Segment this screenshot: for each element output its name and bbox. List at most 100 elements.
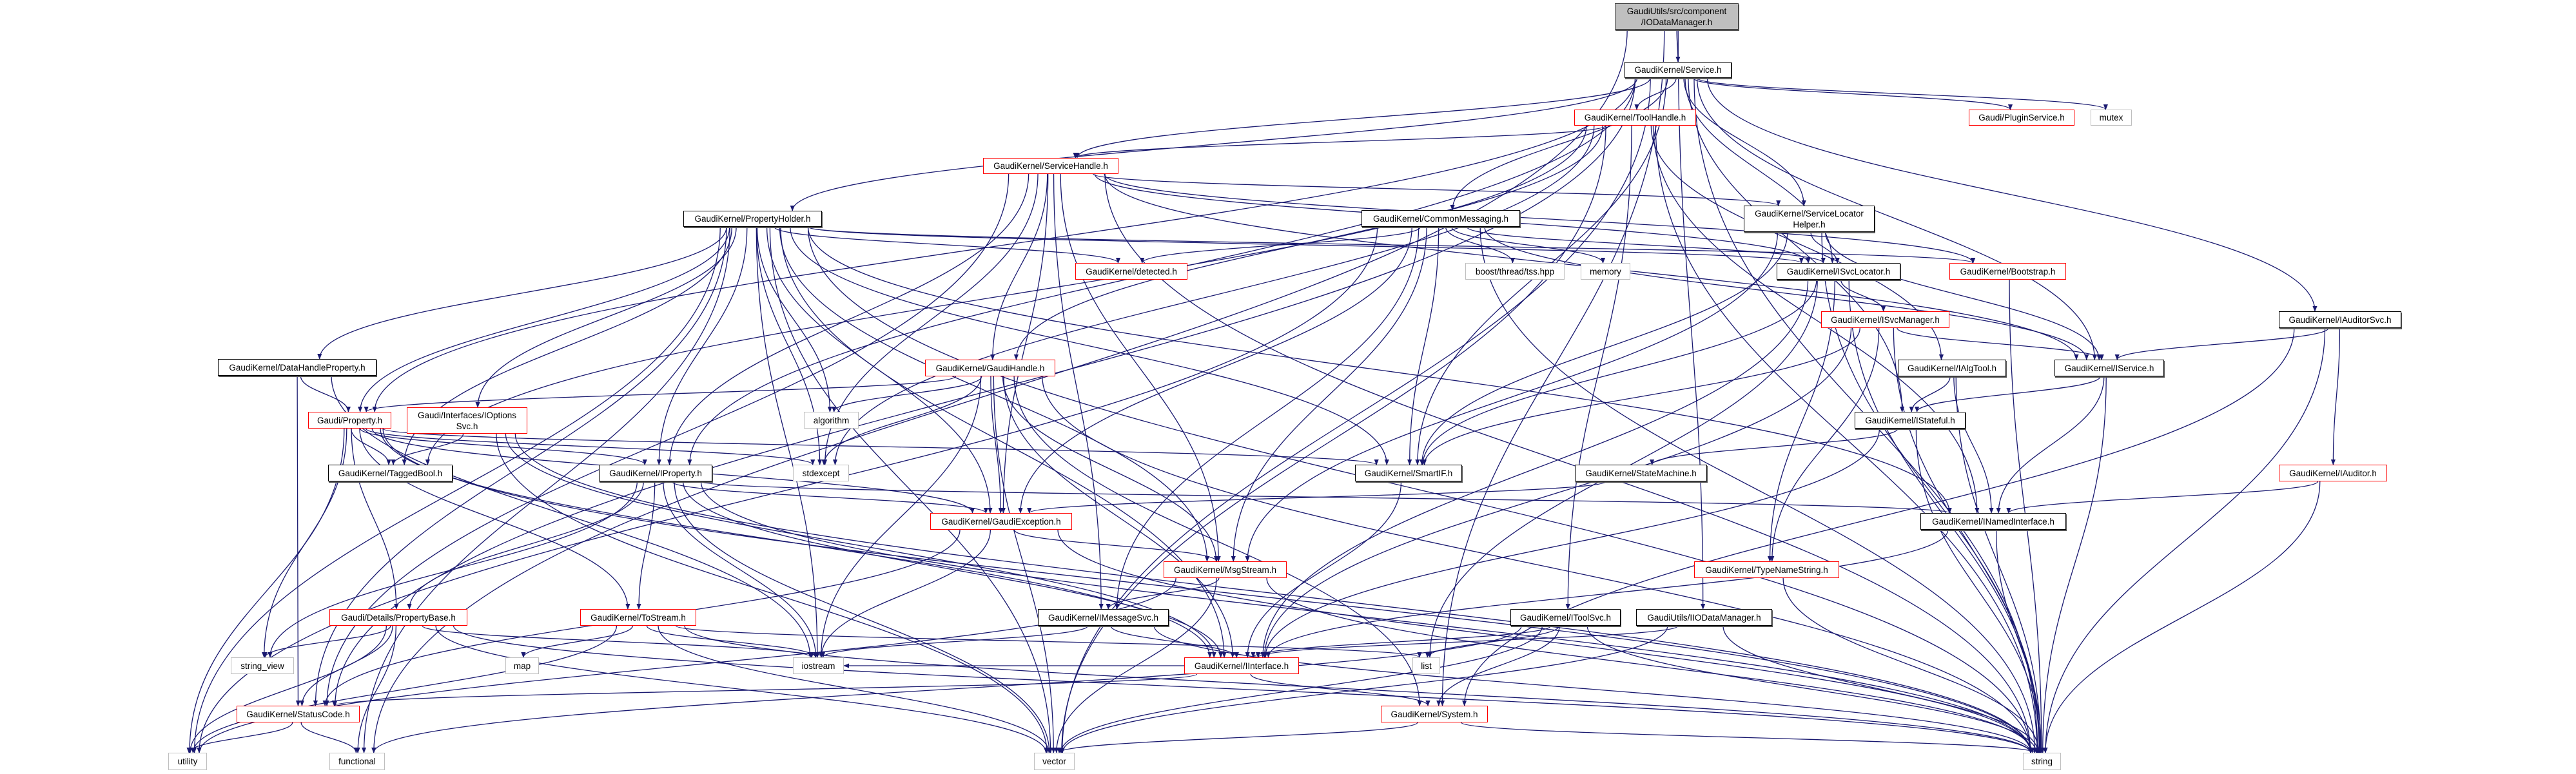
- edge-iproperty-to-string: [700, 481, 2033, 753]
- edge-property-to-tostream: [359, 428, 630, 610]
- node-ialgtool[interactable]: GaudiKernel/IAlgTool.h: [1898, 360, 2006, 376]
- edge-propholder-to-datahandleprop: [317, 226, 727, 360]
- node-string-view: string_view: [231, 657, 294, 674]
- edge-iauditor-to-string: [2043, 481, 2321, 753]
- edge-propertybase-to-utility: [188, 625, 387, 753]
- node-inamed[interactable]: GaudiKernel/INamedInterface.h: [1920, 513, 2066, 530]
- edge-commonmsg-to-smartif: [1407, 226, 1439, 465]
- edge-slhelper-to-iservice: [1825, 231, 2102, 360]
- node-tostream[interactable]: GaudiKernel/ToStream.h: [580, 609, 696, 626]
- edge-propholder-to-bootstrap: [807, 226, 1975, 264]
- node-list: list: [1412, 657, 1440, 674]
- node-taggedbool[interactable]: GaudiKernel/TaggedBool.h: [328, 465, 453, 481]
- node-smartif[interactable]: GaudiKernel/SmartIF.h: [1355, 465, 1462, 481]
- edge-ialgtool-to-inamed: [1953, 376, 1994, 514]
- node-isvcmanager[interactable]: GaudiKernel/ISvcManager.h: [1821, 311, 1949, 328]
- edge-servicehandle-to-msgstream: [1060, 173, 1221, 562]
- edge-datahandleprop-to-statuscode: [295, 375, 301, 706]
- edge-istateful-to-statemachine: [1650, 428, 1898, 465]
- edge-propholder-to-ioptionssvc: [475, 226, 737, 408]
- node-algorithm: algorithm: [804, 412, 859, 429]
- node-iiodm[interactable]: GaudiUtils/IIODataManager.h: [1636, 609, 1772, 626]
- edge-iservice-to-istateful: [1915, 376, 2101, 412]
- edge-service-to-statuscode: [333, 77, 1636, 706]
- node-commonmsg[interactable]: GaudiKernel/CommonMessaging.h: [1361, 210, 1520, 227]
- node-ioptionssvc[interactable]: Gaudi/Interfaces/IOptions Svc.h: [407, 407, 527, 434]
- edge-iproperty-to-tostream: [636, 481, 656, 610]
- edge-gaudihandle-to-iostream: [819, 376, 982, 658]
- edge-toolhandle-to-itoolsvc: [1565, 125, 1632, 610]
- node-gaudihandle[interactable]: GaudiKernel/GaudiHandle.h: [925, 360, 1055, 376]
- node-toolhandle[interactable]: GaudiKernel/ToolHandle.h: [1574, 110, 1696, 126]
- node-bootstrap[interactable]: GaudiKernel/Bootstrap.h: [1949, 263, 2066, 280]
- edge-iproperty-to-string_view: [268, 481, 638, 658]
- edge-property-to-propertybase: [351, 428, 399, 610]
- node-typename[interactable]: GaudiKernel/TypeNameString.h: [1694, 561, 1839, 578]
- edge-toolhandle-to-inamed: [1652, 125, 1980, 514]
- edge-imessagesvc-to-iostream: [821, 625, 1089, 658]
- node-isvclocator[interactable]: GaudiKernel/ISvcLocator.h: [1777, 263, 1900, 280]
- edge-gaudihandle-to-algorithm: [832, 376, 982, 412]
- node-statuscode[interactable]: GaudiKernel/StatusCode.h: [237, 706, 360, 722]
- edge-tostream-to-list: [676, 625, 1422, 658]
- edge-commonmsg-to-iservice: [1484, 226, 2089, 360]
- node-imessagesvc[interactable]: GaudiKernel/IMessageSvc.h: [1038, 609, 1169, 626]
- node-propholder[interactable]: GaudiKernel/PropertyHolder.h: [683, 211, 822, 227]
- edge-typename-to-string: [1782, 577, 2042, 753]
- node-msgstream[interactable]: GaudiKernel/MsgStream.h: [1164, 561, 1287, 578]
- edge-tostream-to-utility: [190, 625, 618, 753]
- node-datahandleprop[interactable]: GaudiKernel/DataHandleProperty.h: [218, 359, 376, 376]
- edge-iauditorsvc-to-system: [1462, 327, 2295, 706]
- edge-servicehandle-to-imessagesvc: [1053, 173, 1104, 610]
- edge-servicehandle-to-iproperty: [667, 173, 1029, 465]
- node-iproperty[interactable]: GaudiKernel/IProperty.h: [599, 465, 712, 481]
- edge-tostream-to-iostream: [646, 625, 818, 658]
- edge-iiodm-to-string: [1722, 625, 2040, 753]
- edge-istateful-to-iinterface: [1263, 428, 1880, 658]
- edge-propholder-to-isvclocator: [807, 226, 1804, 264]
- edge-propholder-to-functional: [361, 226, 730, 753]
- edge-statuscode-to-functional: [300, 722, 358, 753]
- edge-propholder-to-algorithm: [756, 226, 833, 412]
- edge-datahandleprop-to-property: [300, 375, 351, 412]
- node-slhelper[interactable]: GaudiKernel/ServiceLocator Helper.h: [1744, 206, 1875, 232]
- edge-iproperty-to-gaudiexception: [671, 481, 988, 514]
- edge-toolhandle-to-string: [1655, 125, 2040, 753]
- edge-isvcmanager-to-iinterface: [1262, 327, 1852, 658]
- node-iostream: iostream: [793, 657, 844, 674]
- edge-iodm-to-iiodm: [1677, 29, 1706, 610]
- edge-property-to-smartif: [382, 428, 1379, 465]
- node-propertybase[interactable]: Gaudi/Details/PropertyBase.h: [329, 609, 467, 626]
- edge-imessagesvc-to-string: [1153, 625, 2033, 753]
- edge-gaudiexception-to-string: [1057, 529, 2033, 753]
- edge-inamed-to-string: [1995, 529, 2044, 753]
- node-iauditorsvc[interactable]: GaudiKernel/IAuditorSvc.h: [2279, 311, 2401, 328]
- edge-smartif-to-iinterface: [1245, 481, 1402, 658]
- edge-gaudihandle-to-vector: [993, 376, 1056, 753]
- node-detected[interactable]: GaudiKernel/detected.h: [1075, 263, 1187, 280]
- edge-service-to-property: [372, 77, 1636, 412]
- edge-iauditorsvc-to-iservice: [2114, 327, 2329, 360]
- node-system[interactable]: GaudiKernel/System.h: [1381, 706, 1488, 722]
- node-service[interactable]: GaudiKernel/Service.h: [1625, 62, 1732, 78]
- edge-itoolsvc-to-list: [1425, 625, 1560, 658]
- node-iauditor[interactable]: GaudiKernel/IAuditor.h: [2279, 465, 2387, 481]
- node-iinterface[interactable]: GaudiKernel/IInterface.h: [1184, 657, 1299, 674]
- edge-iservice-to-string: [2040, 376, 2107, 753]
- node-servicehandle[interactable]: GaudiKernel/ServiceHandle.h: [983, 158, 1118, 174]
- node-istateful[interactable]: GaudiKernel/IStateful.h: [1855, 412, 1966, 429]
- node-property[interactable]: Gaudi/Property.h: [308, 412, 391, 429]
- node-iservice[interactable]: GaudiKernel/IService.h: [2054, 360, 2164, 376]
- node-statemachine[interactable]: GaudiKernel/StateMachine.h: [1575, 465, 1707, 481]
- edge-iauditorsvc-to-string: [2043, 327, 2326, 753]
- node-plugin[interactable]: Gaudi/PluginService.h: [1969, 110, 2074, 126]
- edge-slhelper-to-isvclocator: [1810, 231, 1840, 264]
- node-itoolsvc[interactable]: GaudiKernel/IToolSvc.h: [1510, 609, 1621, 626]
- edge-commonmsg-to-string: [1479, 226, 2038, 753]
- edge-propholder-to-iinterface: [780, 226, 1227, 658]
- edge-inamed-to-iinterface: [1266, 529, 1949, 658]
- edge-gaudihandle-to-msgstream: [1002, 376, 1219, 562]
- edge-propholder-to-utility: [191, 226, 721, 753]
- edge-gaudihandle-to-gaudiexception: [990, 376, 1003, 514]
- node-gaudiexception[interactable]: GaudiKernel/GaudiException.h: [930, 513, 1072, 530]
